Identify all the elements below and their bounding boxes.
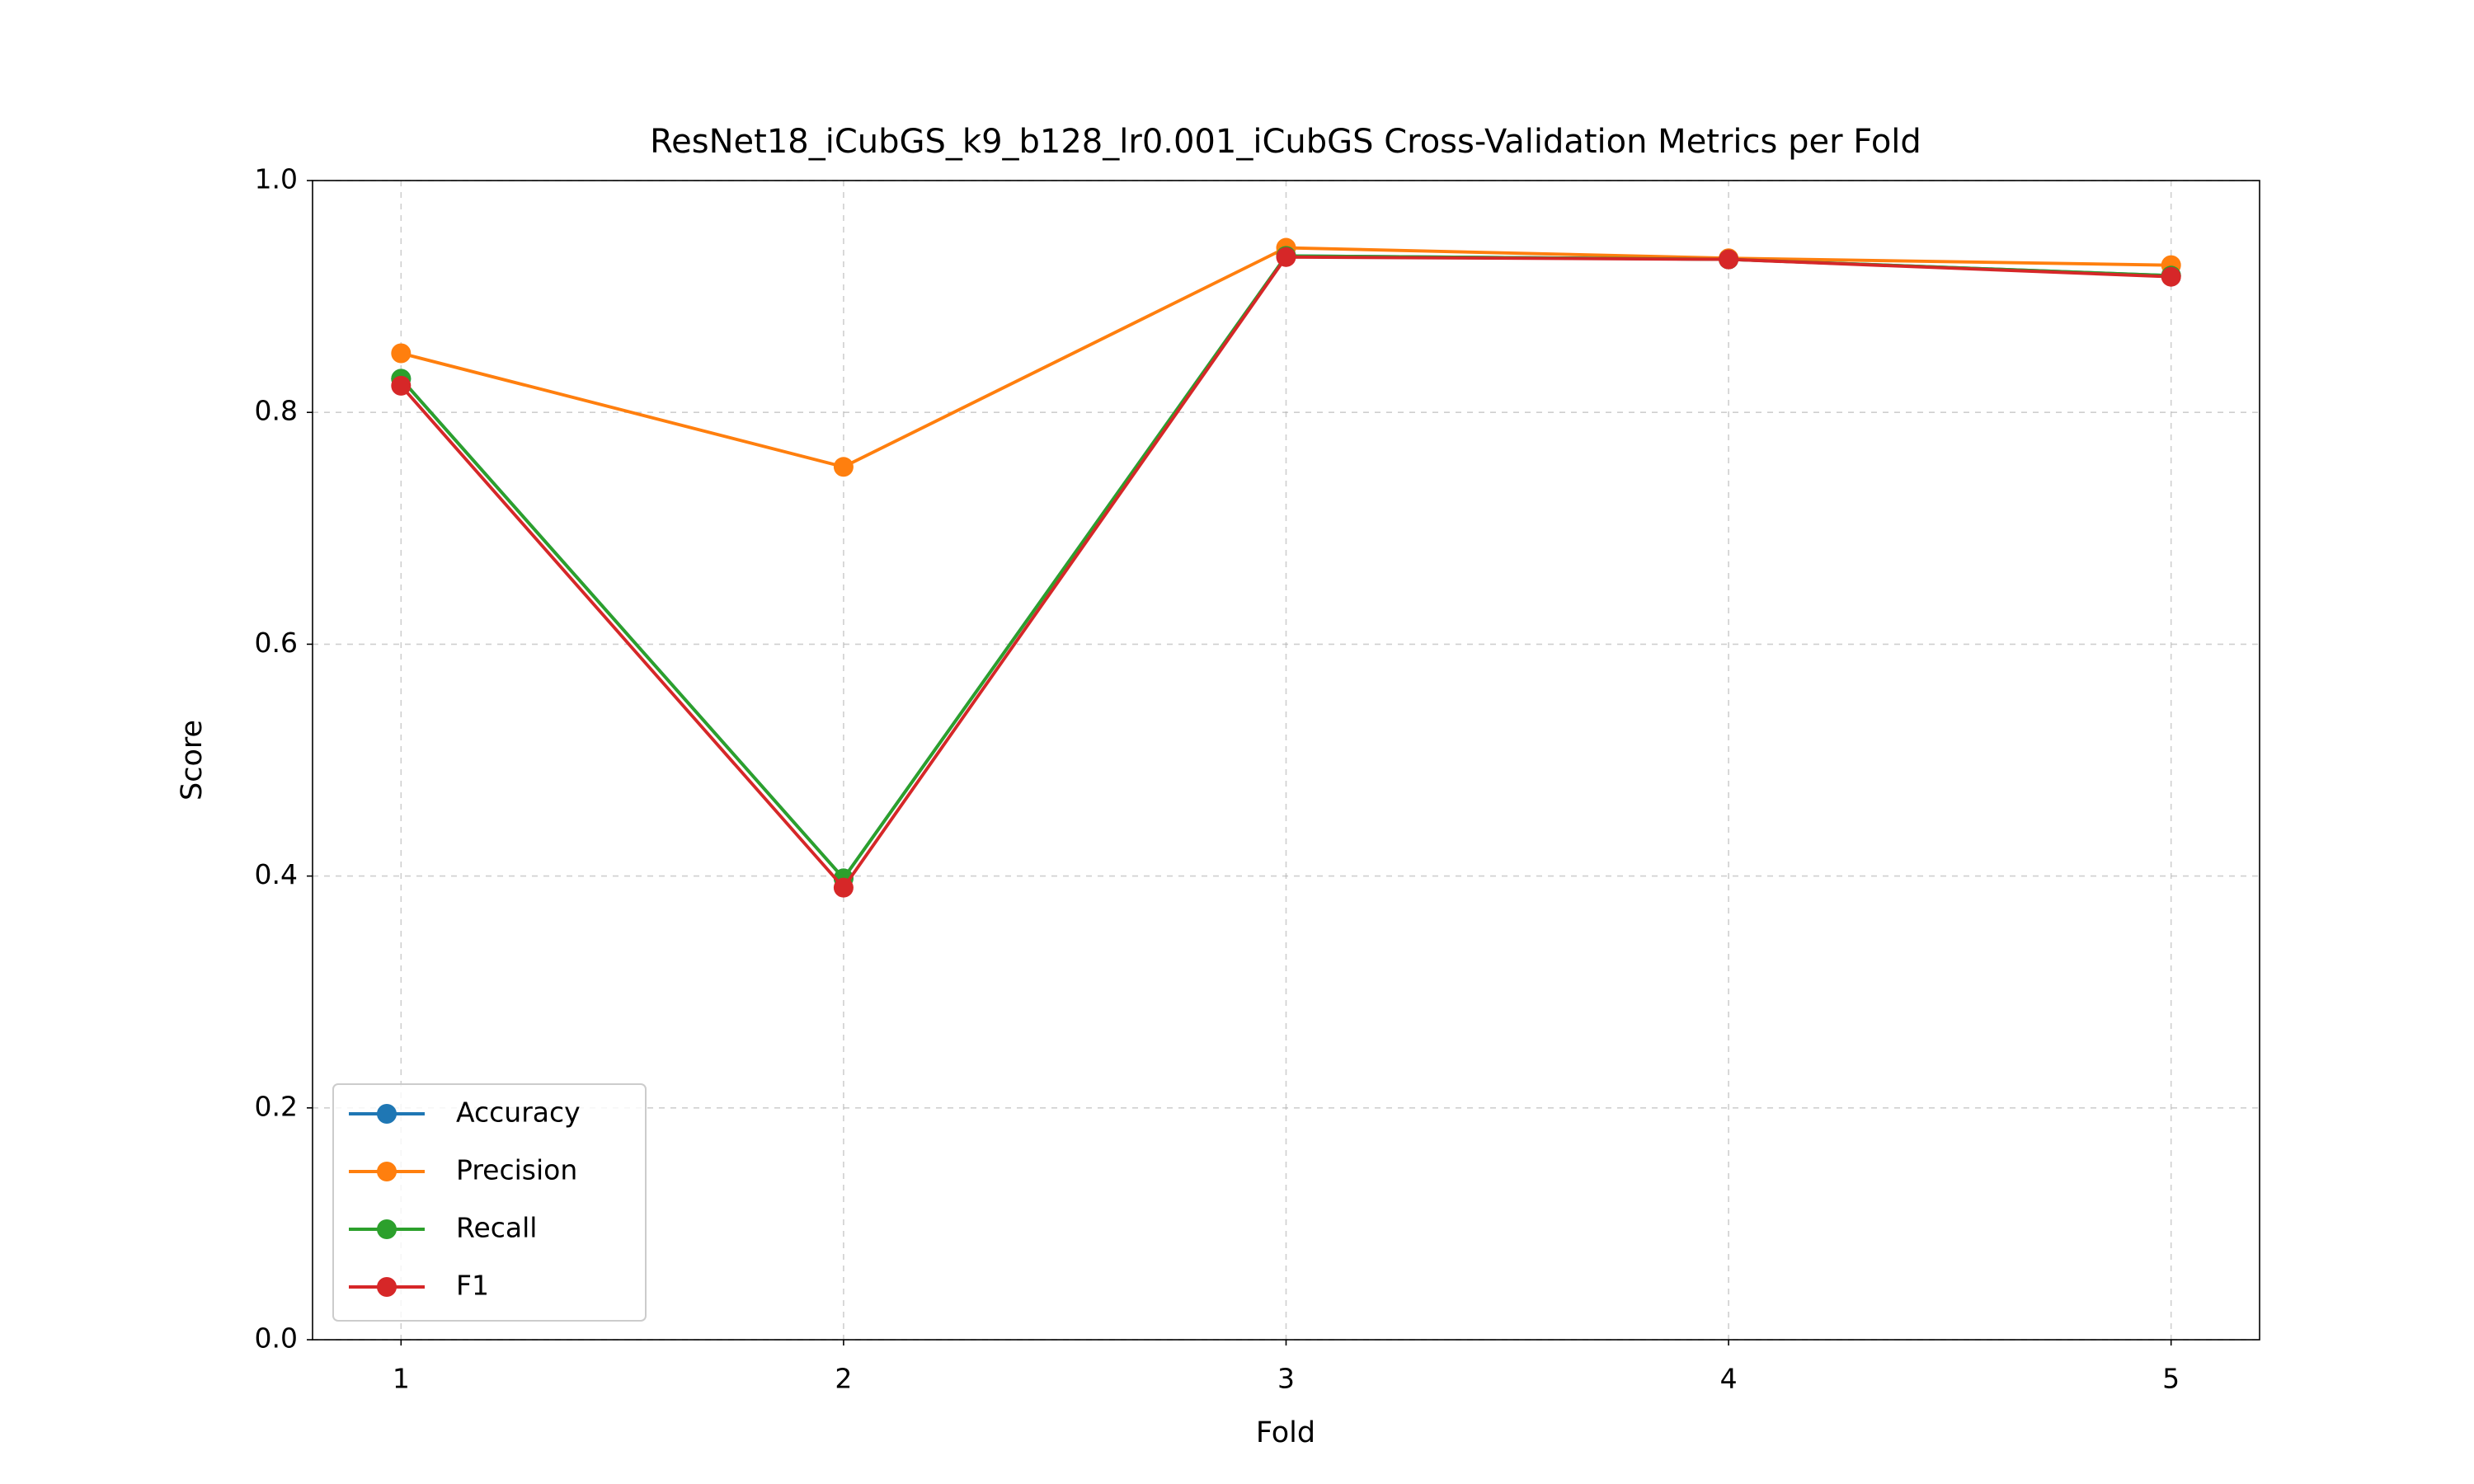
legend-label: Precision [456, 1154, 577, 1186]
legend-label: F1 [456, 1270, 489, 1302]
y-tick-label: 0.8 [255, 395, 298, 427]
y-axis-label: Score [176, 720, 209, 801]
legend-marker [377, 1162, 397, 1181]
x-tick-label: 5 [2162, 1363, 2180, 1395]
legend-marker [377, 1277, 397, 1297]
data-point [1276, 247, 1296, 267]
legend-label: Accuracy [456, 1097, 581, 1129]
data-point [833, 877, 854, 898]
chart-title: ResNet18_iCubGS_k9_b128_lr0.001_iCubGS C… [650, 123, 1921, 161]
y-tick-label: 0.2 [255, 1090, 298, 1122]
data-point [391, 343, 412, 364]
legend-box [332, 1083, 647, 1322]
data-point [833, 457, 854, 477]
plot-frame [312, 180, 2260, 1341]
x-tick-label: 3 [1277, 1363, 1295, 1395]
legend-marker [377, 1104, 397, 1124]
legend-marker [377, 1219, 397, 1239]
y-tick-label: 0.6 [255, 627, 298, 659]
y-tick-label: 1.0 [255, 163, 298, 195]
x-tick-label: 4 [1720, 1363, 1738, 1395]
y-tick-label: 0.4 [255, 858, 298, 890]
y-tick-label: 0.0 [255, 1322, 298, 1355]
data-point [1719, 249, 1739, 270]
data-point [2161, 266, 2181, 287]
data-point [391, 375, 412, 396]
x-axis-label: Fold [1256, 1416, 1315, 1449]
x-tick-label: 1 [393, 1363, 410, 1395]
legend-label: Recall [456, 1212, 537, 1244]
x-tick-label: 2 [835, 1363, 852, 1395]
